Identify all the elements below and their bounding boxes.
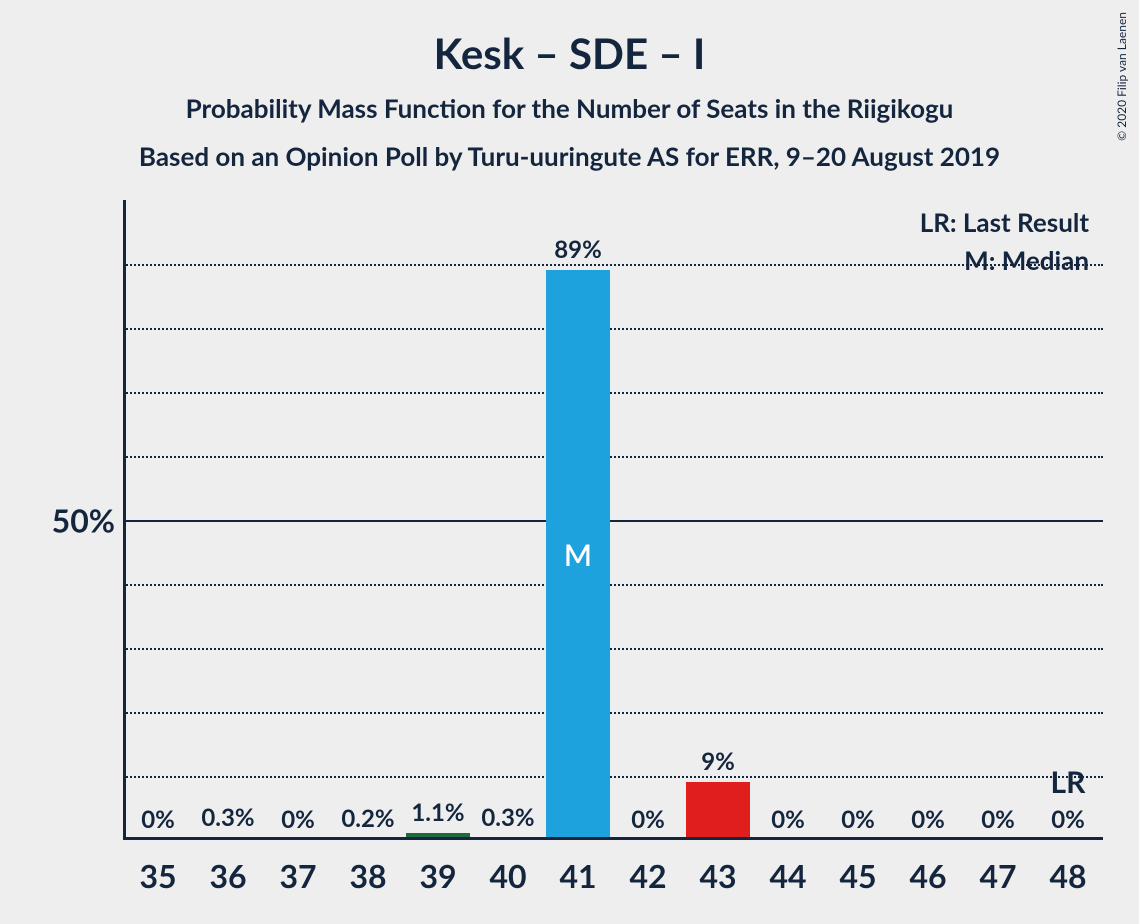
bar bbox=[686, 782, 750, 840]
bar-value-label: 0% bbox=[823, 805, 893, 834]
bar-value-label: 0% bbox=[893, 805, 963, 834]
x-tick-label: 38 bbox=[333, 840, 403, 895]
bar-value-label: 0% bbox=[613, 805, 683, 834]
x-tick-label: 37 bbox=[263, 840, 333, 895]
bar-value-label: 1.1% bbox=[403, 798, 473, 827]
copyright-label: © 2020 Filip van Laenen bbox=[1114, 12, 1129, 141]
bar-value-label: 0% bbox=[1033, 805, 1103, 834]
x-tick-label: 43 bbox=[683, 840, 753, 895]
bar-value-label: 0.2% bbox=[333, 804, 403, 833]
legend-item: M: Median bbox=[964, 244, 1089, 276]
bars-container: 0%0.3%0%0.2%1.1%0.3%89%M0%9%0%0%0%0%0% bbox=[123, 200, 1103, 840]
last-result-marker: LR bbox=[1033, 764, 1103, 800]
bar-value-label: 89% bbox=[543, 235, 613, 264]
pmf-chart: Kesk – SDE – I Probability Mass Function… bbox=[0, 0, 1139, 924]
x-tick-label: 41 bbox=[543, 840, 613, 895]
x-tick-label: 45 bbox=[823, 840, 893, 895]
bar-value-label: 0% bbox=[753, 805, 823, 834]
bar-value-label: 0.3% bbox=[193, 803, 263, 832]
bar-value-label: 0% bbox=[963, 805, 1033, 834]
chart-subtitle: Probability Mass Function for the Number… bbox=[0, 92, 1139, 124]
x-tick-label: 47 bbox=[963, 840, 1033, 895]
x-tick-label: 40 bbox=[473, 840, 543, 895]
y-tick-label: 50% bbox=[30, 501, 115, 540]
bar-value-label: 0% bbox=[123, 805, 193, 834]
x-tick-label: 35 bbox=[123, 840, 193, 895]
x-tick-label: 36 bbox=[193, 840, 263, 895]
chart-subtitle-2: Based on an Opinion Poll by Turu-uuringu… bbox=[0, 140, 1139, 172]
chart-title: Kesk – SDE – I bbox=[0, 28, 1139, 78]
bar-value-label: 0.3% bbox=[473, 803, 543, 832]
x-tick-label: 44 bbox=[753, 840, 823, 895]
x-tick-label: 46 bbox=[893, 840, 963, 895]
x-tick-label: 42 bbox=[613, 840, 683, 895]
median-label: M bbox=[546, 537, 610, 573]
bar-value-label: 0% bbox=[263, 805, 333, 834]
x-tick-label: 39 bbox=[403, 840, 473, 895]
y-axis bbox=[123, 200, 126, 840]
legend-item: LR: Last Result bbox=[920, 206, 1089, 238]
x-tick-label: 48 bbox=[1033, 840, 1103, 895]
bar-value-label: 9% bbox=[683, 747, 753, 776]
plot-area: 0%0.3%0%0.2%1.1%0.3%89%M0%9%0%0%0%0%0% 3… bbox=[123, 200, 1103, 840]
